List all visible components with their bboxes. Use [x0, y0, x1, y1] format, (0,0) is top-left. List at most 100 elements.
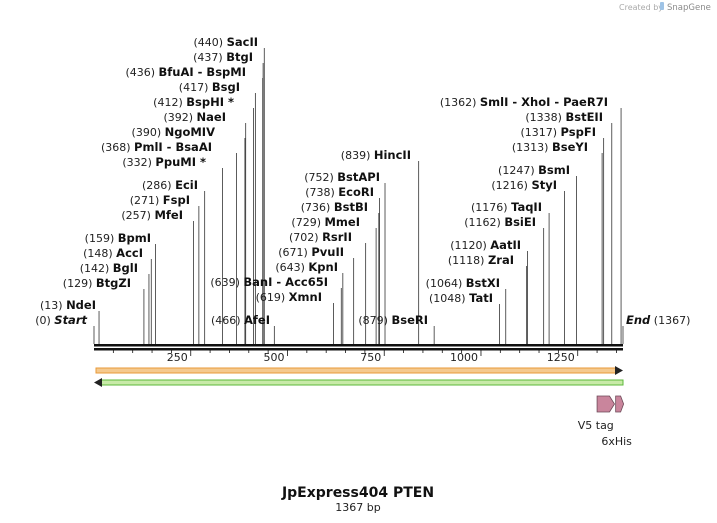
site-enzyme-name: HincII	[374, 148, 411, 162]
site-acci: (148) AccI	[83, 246, 152, 344]
site-enzyme-name: SmlI - XhoI - PaeR7I	[480, 95, 608, 109]
site-label: (13) NdeI	[40, 298, 96, 312]
site-label: (286) EciI	[142, 178, 198, 192]
site-enzyme-name: BsiEI	[504, 215, 536, 229]
start-position: (0)	[35, 314, 54, 327]
site-tati: (1048) TatI	[429, 291, 500, 344]
site-position: (738)	[305, 186, 338, 199]
site-label: (738) EcoRI	[305, 185, 374, 199]
site-enzyme-name: TaqII	[511, 200, 542, 214]
site-position: (1118)	[448, 254, 488, 267]
site-position: (271)	[130, 194, 163, 207]
site-position: (368)	[101, 141, 134, 154]
site-enzyme-name: EcoRI	[338, 185, 374, 199]
site-enzyme-name: NaeI	[197, 110, 226, 124]
site-enzyme-name: BstAPI	[337, 170, 380, 184]
site-position: (1216)	[491, 179, 531, 192]
site-bani: (639) BanI - Acc65I	[210, 275, 342, 344]
green-feature-bar	[99, 379, 624, 386]
site-label: (1216) StyI	[491, 178, 557, 192]
site-position: (752)	[304, 171, 337, 184]
site-position: (1064)	[426, 277, 466, 290]
site-label: (368) PmlI - BsaAI	[101, 140, 212, 154]
site-ndei: (13) NdeI	[40, 298, 100, 344]
site-enzyme-name: BstXI	[466, 276, 500, 290]
site-position: (437)	[193, 51, 226, 64]
site-label: (643) KpnI	[275, 260, 338, 274]
site-enzyme-name: XmnI	[289, 290, 322, 304]
site-afei: (466) AfeI	[211, 313, 275, 344]
site-ecori: (738) EcoRI	[305, 185, 380, 344]
site-position: (392)	[163, 111, 196, 124]
green-arrow-head	[94, 378, 102, 387]
site-position: (390)	[132, 126, 165, 139]
site-position: (1317)	[520, 126, 560, 139]
site-position: (417)	[179, 81, 212, 94]
site-pvuii: (671) PvuII	[278, 245, 355, 344]
site-position: (671)	[278, 246, 311, 259]
site-fspi: (271) FspI	[130, 193, 200, 344]
site-label: (752) BstAPI	[304, 170, 380, 184]
his-tag-label: 6xHis	[601, 435, 632, 448]
orange-feature-bar	[95, 367, 618, 374]
site-enzyme-name: BanI - Acc65I	[243, 275, 328, 289]
site-enzyme-name: EciI	[175, 178, 198, 192]
site-taqii: (1176) TaqII	[471, 200, 550, 344]
site-position: (148)	[83, 247, 116, 260]
site-enzyme-name: BseYI	[552, 140, 588, 154]
site-pspfi: (1317) PspFI	[520, 125, 605, 344]
site-position: (142)	[80, 262, 113, 275]
site-position: (159)	[85, 232, 118, 245]
site-kpni: (643) KpnI	[275, 260, 344, 344]
site-bfuai: (436) BfuAI - BspMI	[125, 65, 264, 344]
site-position: (412)	[153, 96, 186, 109]
site-ecii: (286) EciI	[142, 178, 206, 344]
site-enzyme-name: NgoMIV	[165, 125, 215, 139]
site-label: (1118) ZraI	[448, 253, 514, 267]
end-marker: End (1367)	[622, 313, 690, 344]
site-position: (643)	[275, 261, 308, 274]
site-label: (436) BfuAI - BspMI	[125, 65, 246, 79]
site-sacii: (440) SacII	[194, 35, 265, 344]
site-enzyme-name: BsmI	[538, 163, 570, 177]
site-label: (736) BstBI	[301, 200, 368, 214]
site-enzyme-name: BstEII	[565, 110, 603, 124]
site-position: (839)	[341, 149, 374, 162]
site-enzyme-name: ZraI	[488, 253, 514, 267]
site-bstbi: (736) BstBI	[301, 200, 380, 344]
site-ppumi: (332) PpuMI *	[122, 155, 223, 344]
site-position: (1313)	[512, 141, 552, 154]
start-name: Start	[54, 313, 87, 327]
site-enzyme-name: BseRI	[391, 313, 428, 327]
site-xmni: (619) XmnI	[256, 290, 334, 344]
site-naei: (392) NaeI	[163, 110, 247, 344]
site-label: (729) MmeI	[291, 215, 360, 229]
map-length: 1367 bp	[335, 501, 380, 514]
backbone-bottom-strand	[94, 348, 623, 351]
site-rsrii: (702) RsrII	[289, 230, 367, 344]
site-position: (1338)	[525, 111, 565, 124]
snapgene-logo-icon	[660, 2, 664, 10]
tick-label-1250: 1250	[547, 351, 575, 364]
site-enzyme-name: BsgI	[212, 80, 240, 94]
site-zrai: (1118) ZraI	[448, 253, 528, 344]
site-enzyme-name: NdeI	[66, 298, 96, 312]
site-btgzi: (129) BtgZI	[63, 276, 145, 344]
site-bpmi: (159) BpmI	[85, 231, 156, 344]
site-enzyme-name: PmlI - BsaAI	[134, 140, 212, 154]
site-enzyme-name: BfuAI - BspMI	[159, 65, 246, 79]
map-title: JpExpress404 PTEN	[281, 485, 434, 501]
site-enzyme-name: BspHI *	[186, 95, 234, 109]
site-label: (466) AfeI	[211, 313, 270, 327]
site-label: (417) BsgI	[179, 80, 240, 94]
site-label: (1247) BsmI	[498, 163, 570, 177]
site-enzyme-name: BtgI	[226, 50, 253, 64]
site-label: (412) BspHI *	[153, 95, 234, 109]
site-bstapi: (752) BstAPI	[304, 170, 386, 344]
site-enzyme-name: AccI	[116, 246, 143, 260]
site-label: (1048) TatI	[429, 291, 493, 305]
orange-arrow-head	[615, 366, 623, 375]
site-enzyme-name: SacII	[227, 35, 258, 49]
start-marker: (0) Start	[35, 313, 95, 344]
